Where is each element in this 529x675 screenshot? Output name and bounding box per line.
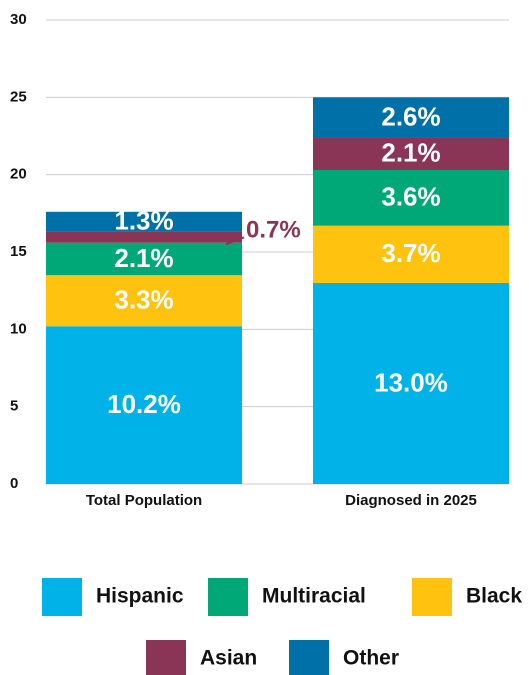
legend-label: Hispanic: [96, 585, 184, 608]
value-label: 13.0%: [374, 367, 448, 397]
legend-label: Black: [466, 585, 522, 608]
bar-segment: [46, 326, 242, 484]
legend-label: Asian: [200, 647, 257, 670]
value-label: 2.1%: [114, 243, 173, 273]
bar-segment: [313, 137, 509, 171]
value-label: 3.3%: [114, 285, 173, 315]
legend-label: Other: [343, 647, 399, 670]
legend-swatch: [412, 578, 452, 616]
x-tick-label: Diagnosed in 2025: [345, 492, 477, 509]
bar-segment: [313, 170, 509, 226]
bar-segment: [46, 211, 242, 232]
value-label: 3.7%: [381, 238, 440, 268]
y-tick-label: 15: [10, 243, 27, 260]
bar-segment: [46, 242, 242, 276]
y-tick-label: 0: [10, 475, 18, 492]
x-tick-label: Total Population: [86, 492, 202, 509]
value-label: 3.6%: [381, 182, 440, 212]
bar-segment: [46, 231, 242, 243]
y-tick-label: 10: [10, 320, 27, 337]
bar-segment: [313, 97, 509, 138]
bar-segment: [313, 282, 509, 484]
y-tick-label: 20: [10, 166, 27, 183]
value-label: 1.3%: [114, 206, 173, 236]
y-tick-label: 30: [10, 11, 27, 28]
bar-segment: [313, 225, 509, 283]
bar-segment: [46, 275, 242, 327]
y-tick-label: 25: [10, 88, 27, 105]
legend-swatch: [289, 640, 329, 675]
legend-swatch: [42, 578, 82, 616]
legend-swatch: [208, 578, 248, 616]
legend-label: Multiracial: [262, 585, 366, 608]
y-tick-label: 5: [10, 398, 18, 415]
value-label: 2.1%: [381, 138, 440, 168]
value-label: 10.2%: [107, 389, 181, 419]
value-label: 0.7%: [246, 217, 301, 244]
legend-swatch: [146, 640, 186, 675]
value-label: 2.6%: [381, 101, 440, 131]
leader-line: [225, 236, 245, 246]
